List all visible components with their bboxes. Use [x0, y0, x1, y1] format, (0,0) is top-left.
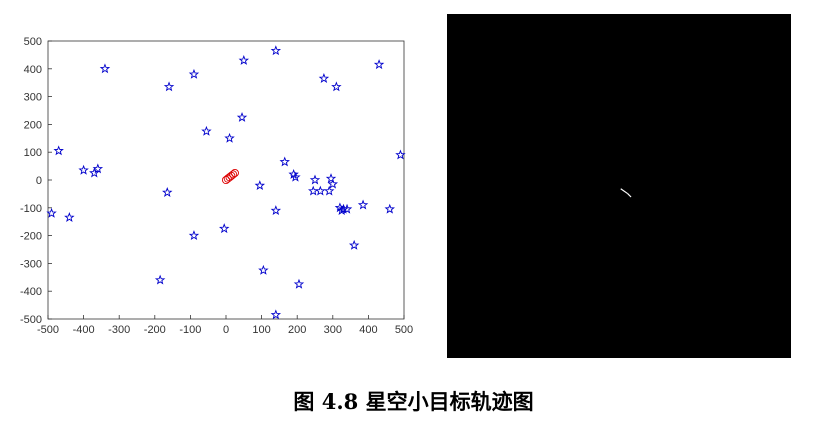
star-point [290, 171, 301, 182]
star-point [163, 81, 175, 92]
y-tick-label: 500 [24, 36, 42, 48]
y-tick-label: 200 [24, 119, 42, 131]
x-tick-label: 300 [324, 324, 342, 336]
star-point [154, 274, 166, 285]
star-point [89, 167, 100, 178]
star-point [384, 203, 395, 214]
star-point [331, 81, 342, 92]
y-tick-label: -500 [20, 314, 42, 326]
star-point [318, 73, 330, 83]
star-point [78, 164, 89, 175]
star-point [258, 264, 269, 275]
y-tick-label: 300 [24, 92, 42, 104]
x-tick-label: -100 [179, 324, 201, 336]
star-point [325, 173, 337, 184]
star-point [254, 180, 266, 191]
x-tick-label: 100 [252, 324, 270, 336]
star-point [53, 145, 64, 156]
star-point [201, 125, 212, 136]
star-point [293, 278, 305, 289]
target-point [230, 168, 239, 178]
star-point [338, 203, 349, 214]
x-tick-label: 400 [359, 324, 377, 336]
star-scatter-plot: -500 -400 -300 -200 -100 0 100 200 300 400 500 500… [20, 36, 413, 336]
star-point [373, 59, 385, 70]
y-tick-label: 0 [36, 175, 42, 187]
y-tick-label: -300 [20, 258, 42, 270]
x-axis-ticks: -500 -400 -300 -200 -100 0 100 200 300 400 500 [37, 315, 413, 336]
star-point [99, 63, 111, 74]
trail-canvas [620, 188, 632, 198]
star-point [188, 230, 200, 241]
star-point [324, 185, 335, 196]
y-tick-label: -100 [20, 203, 42, 215]
target-trail-image [447, 14, 791, 358]
target-point [229, 170, 238, 179]
star-point [64, 212, 75, 222]
star-point [279, 156, 290, 167]
star-point [315, 185, 326, 196]
trail-segment [620, 188, 628, 195]
y-axis-ticks: 500 400 300 200 100 0 -100 -200 -300 -400 -500 [20, 36, 52, 326]
star-point [46, 207, 57, 218]
target-markers [221, 168, 239, 185]
star-point [219, 223, 230, 234]
star-point [270, 205, 282, 216]
star-point [395, 149, 406, 160]
x-tick-label: -300 [108, 324, 130, 336]
y-tick-label: 400 [24, 64, 42, 76]
star-point [270, 309, 282, 320]
star-point [270, 45, 282, 56]
trail-segment [627, 193, 632, 198]
y-tick-label: 100 [24, 147, 42, 159]
star-point [341, 203, 353, 214]
star-point [162, 187, 173, 197]
star-markers [46, 45, 406, 320]
star-point [309, 174, 321, 185]
x-tick-label: 200 [288, 324, 306, 336]
x-tick-label: -200 [144, 324, 166, 336]
star-point [224, 132, 235, 143]
y-tick-label: -400 [20, 286, 42, 298]
star-point [357, 199, 369, 210]
star-point [348, 239, 360, 250]
plot-frame [47, 40, 405, 320]
y-tick-label: -200 [20, 231, 42, 243]
x-tick-label: 500 [395, 324, 413, 336]
star-point [92, 163, 104, 174]
star-point [188, 68, 200, 79]
x-tick-label: -400 [73, 324, 95, 336]
star-point [238, 54, 250, 65]
star-point [327, 178, 339, 189]
x-tick-label: -500 [37, 324, 59, 336]
figure-caption: 图 4.8 星空小目标轨迹图 [293, 389, 534, 414]
star-point [236, 111, 248, 122]
x-tick-label: 0 [223, 324, 229, 336]
